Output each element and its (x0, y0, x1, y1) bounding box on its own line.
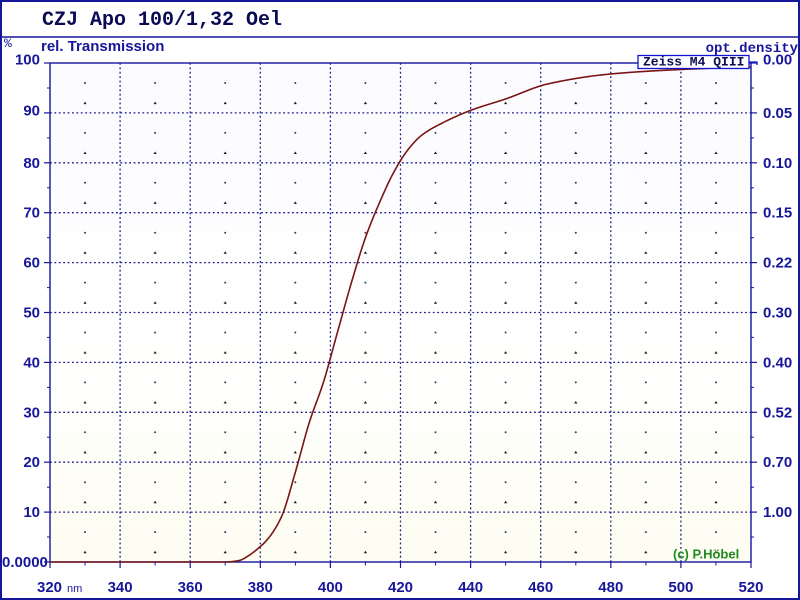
svg-text:380: 380 (248, 579, 273, 596)
svg-text:0.22: 0.22 (763, 255, 792, 272)
svg-text:400: 400 (318, 579, 343, 596)
svg-text:CZJ Apo 100/1,32 Oel: CZJ Apo 100/1,32 Oel (42, 9, 282, 32)
svg-text:0.52: 0.52 (763, 404, 792, 421)
svg-text:70: 70 (23, 205, 40, 222)
svg-text:0.10: 0.10 (763, 155, 792, 172)
svg-text:520: 520 (738, 579, 763, 596)
svg-text:320: 320 (37, 579, 62, 596)
svg-text:340: 340 (108, 579, 133, 596)
svg-text:420: 420 (388, 579, 413, 596)
svg-text:0.70: 0.70 (763, 454, 792, 471)
svg-text:10: 10 (23, 504, 40, 521)
svg-text:40: 40 (23, 354, 40, 371)
svg-text:90: 90 (23, 103, 40, 120)
svg-text:30: 30 (23, 404, 40, 421)
svg-text:1.00: 1.00 (763, 504, 792, 521)
svg-text:0.15: 0.15 (763, 205, 792, 222)
svg-text:500: 500 (668, 579, 693, 596)
svg-text:nm: nm (67, 583, 82, 595)
svg-text:50: 50 (23, 305, 40, 322)
svg-text:460: 460 (528, 579, 553, 596)
svg-text:480: 480 (598, 579, 623, 596)
svg-text:%: % (4, 36, 12, 51)
svg-text:60: 60 (23, 255, 40, 272)
svg-text:0.05: 0.05 (763, 105, 792, 122)
svg-text:360: 360 (178, 579, 203, 596)
svg-text:20: 20 (23, 454, 40, 471)
svg-text:Zeiss M4 QIII: Zeiss M4 QIII (643, 55, 744, 70)
svg-text:0.30: 0.30 (763, 305, 792, 322)
svg-text:440: 440 (458, 579, 483, 596)
svg-text:(c) P.Höbel: (c) P.Höbel (673, 547, 739, 562)
svg-text:0.0000: 0.0000 (2, 554, 48, 571)
svg-text:80: 80 (23, 155, 40, 172)
svg-text:0.40: 0.40 (763, 354, 792, 371)
svg-text:100: 100 (15, 51, 40, 68)
svg-text:rel. Transmission: rel. Transmission (41, 38, 164, 55)
